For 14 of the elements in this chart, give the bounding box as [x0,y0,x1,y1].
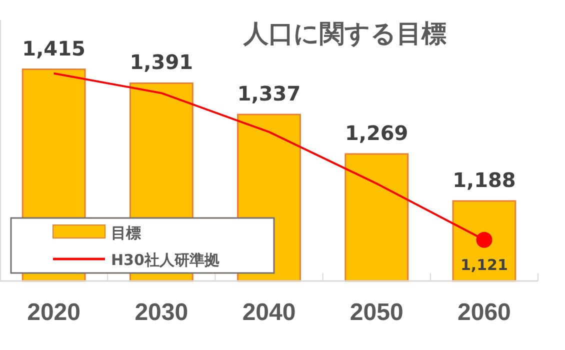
x-tick-label: 2020 [27,299,80,326]
chart-title: 人口に関する目標 [242,19,446,48]
data-label: 1,188 [452,168,516,192]
data-label: 1,269 [344,120,408,145]
x-tick-label: 2050 [350,299,404,326]
x-tick-label: 2030 [134,299,188,326]
x-tick-label: 2040 [242,299,296,326]
legend-label: 目標 [111,224,141,242]
data-label: 1,337 [237,82,301,106]
data-label: 1,415 [22,36,86,60]
data-label: 1,391 [130,50,194,74]
x-tick-label: 2060 [458,299,511,326]
data-label: 1,121 [460,256,508,274]
legend-label: H30社人研準拠 [111,251,220,269]
